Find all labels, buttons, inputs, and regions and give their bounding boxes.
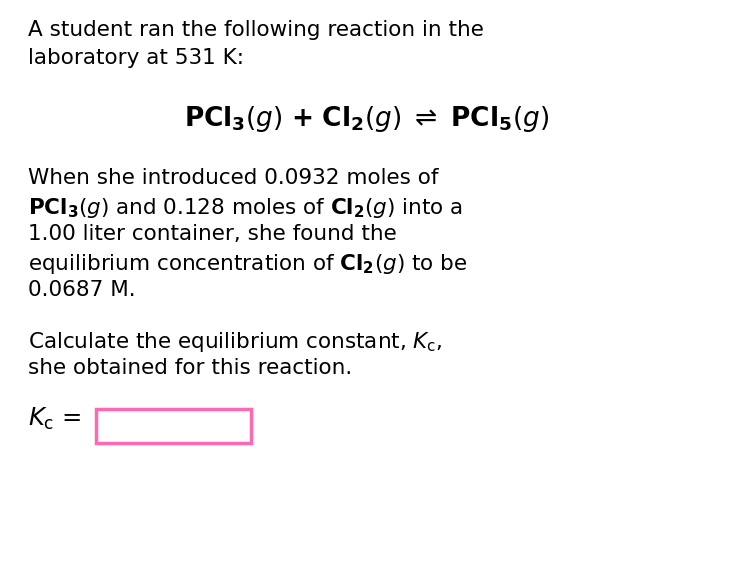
Text: Calculate the equilibrium constant, $K_{\mathrm{c}}$,: Calculate the equilibrium constant, $K_{… xyxy=(28,330,443,354)
Text: |: | xyxy=(101,410,108,431)
Text: equilibrium concentration of $\mathbf{Cl_2}$$(g)$ to be: equilibrium concentration of $\mathbf{Cl… xyxy=(28,252,468,276)
Text: 1.00 liter container, she found the: 1.00 liter container, she found the xyxy=(28,224,397,244)
FancyBboxPatch shape xyxy=(96,409,251,443)
Text: When she introduced 0.0932 moles of: When she introduced 0.0932 moles of xyxy=(28,168,438,188)
Text: she obtained for this reaction.: she obtained for this reaction. xyxy=(28,358,352,378)
Text: $\mathbf{PCl_3}$$(g)$ $\mathbf{+}$ $\mathbf{Cl_2}$$(g)$ $\rightleftharpoons$ $\m: $\mathbf{PCl_3}$$(g)$ $\mathbf{+}$ $\mat… xyxy=(184,104,550,134)
Text: A student ran the following reaction in the: A student ran the following reaction in … xyxy=(28,20,484,40)
Text: $K_{\mathrm{c}}$ =: $K_{\mathrm{c}}$ = xyxy=(28,406,81,432)
Text: $\mathbf{PCl_3}$$(g)$ and 0.128 moles of $\mathbf{Cl_2}$$(g)$ into a: $\mathbf{PCl_3}$$(g)$ and 0.128 moles of… xyxy=(28,196,463,220)
Text: 0.0687 M.: 0.0687 M. xyxy=(28,280,136,300)
Text: laboratory at 531 K:: laboratory at 531 K: xyxy=(28,48,244,68)
